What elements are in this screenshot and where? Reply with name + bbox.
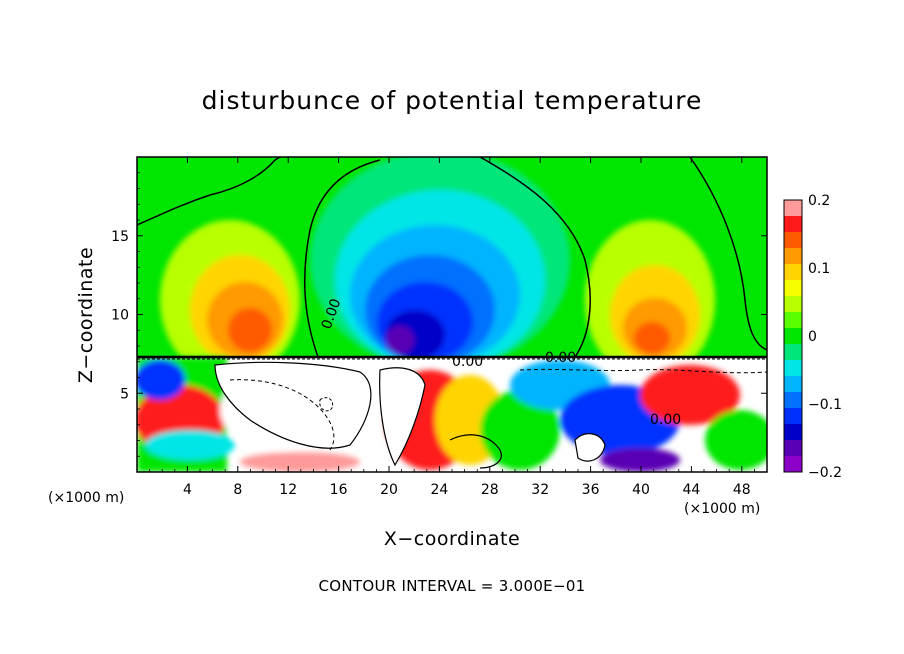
x-axis-label: X−coordinate — [383, 528, 521, 550]
lower-red-right — [640, 365, 740, 425]
colorbar: 0.2 0.1 0 −0.1 −0.2 — [783, 193, 842, 481]
x-tick-label: 28 — [481, 482, 499, 498]
colorbar-swatch — [784, 328, 802, 345]
contour-line-cold-left — [303, 159, 381, 358]
x-tick-label: 44 — [682, 482, 700, 498]
colorbar-swatch — [784, 360, 802, 377]
x-tick-label: 40 — [632, 482, 650, 498]
x-tick-label: 8 — [233, 482, 242, 498]
contour-label: 0.00 — [452, 354, 483, 370]
colorbar-tick-label: 0.1 — [808, 261, 830, 277]
x-tick-label: 4 — [183, 482, 192, 498]
colorbar-swatch — [784, 264, 802, 281]
x-tick-label: 24 — [430, 482, 448, 498]
contour-label: 0.00 — [650, 412, 681, 428]
y-tick-label: 5 — [120, 386, 129, 402]
y-tick-label: 10 — [111, 308, 129, 324]
lower-white-blob-right — [574, 433, 606, 462]
lower-white-blob-center — [379, 367, 426, 467]
colorbar-swatch — [784, 440, 802, 457]
colorbar-swatch — [784, 296, 802, 313]
dashed-contour-right — [519, 368, 767, 374]
x-axis: 4 8 12 16 20 24 28 32 36 40 44 48 — [149, 157, 755, 498]
lower-green-right — [705, 410, 767, 470]
contour-label: 0.00 — [545, 350, 576, 366]
dashed-contour-left — [229, 379, 335, 451]
warm-plume-right-core — [634, 322, 670, 354]
lower-purple-right — [600, 448, 680, 472]
lower-pink-bottom — [240, 452, 360, 472]
y-axis-label: Z−coordinate — [75, 247, 97, 383]
warm-plume-left-core — [228, 308, 272, 352]
colorbar-swatch — [784, 456, 802, 473]
colorbar-swatch — [784, 232, 802, 249]
colorbar-swatch — [784, 280, 802, 297]
colorbar-swatch — [784, 344, 802, 361]
cold-plume-core — [386, 326, 414, 354]
contour-line-upper-right — [689, 157, 767, 351]
colorbar-tick-label: 0 — [808, 329, 817, 345]
colorbar-swatch — [784, 248, 802, 265]
lower-white-blob-left — [214, 361, 372, 449]
colorbar-swatch — [784, 200, 802, 217]
contour-line-lower-center — [449, 434, 502, 469]
x-axis-unit-left: (×1000 m) — [48, 490, 125, 506]
colorbar-swatch — [784, 408, 802, 425]
x-tick-label: 12 — [279, 482, 297, 498]
contour-line-cold-right — [479, 157, 591, 358]
y-tick-label: 15 — [111, 229, 129, 245]
x-tick-label: 32 — [531, 482, 549, 498]
x-tick-label: 36 — [582, 482, 600, 498]
y-axis: 5 10 15 — [111, 172, 767, 457]
colorbar-tick-label: 0.2 — [808, 193, 830, 209]
colorbar-swatch — [784, 424, 802, 441]
contour-line-upper-left — [137, 157, 281, 226]
colorbar-swatch — [784, 216, 802, 233]
colorbar-frame — [783, 199, 803, 473]
colorbar-swatch — [784, 312, 802, 329]
colorbar-tick-label: −0.2 — [808, 465, 842, 481]
lower-cyan-left — [145, 430, 235, 460]
colorbar-swatch — [784, 376, 802, 393]
colorbar-swatch — [784, 392, 802, 409]
x-tick-label: 48 — [733, 482, 751, 498]
x-axis-unit-right: (×1000 m) — [684, 501, 761, 517]
colorbar-tick-label: −0.1 — [808, 397, 842, 413]
contour-interval-note: CONTOUR INTERVAL = 3.000E−01 — [318, 577, 586, 595]
chart-title: disturbunce of potential temperature — [201, 86, 703, 115]
dashed-contour-small — [319, 397, 334, 412]
contour-field: 0.00 0.00 0.00 0.00 — [137, 157, 767, 472]
x-tick-label: 20 — [380, 482, 398, 498]
lower-blue-left — [137, 360, 185, 400]
x-tick-label: 16 — [330, 482, 348, 498]
